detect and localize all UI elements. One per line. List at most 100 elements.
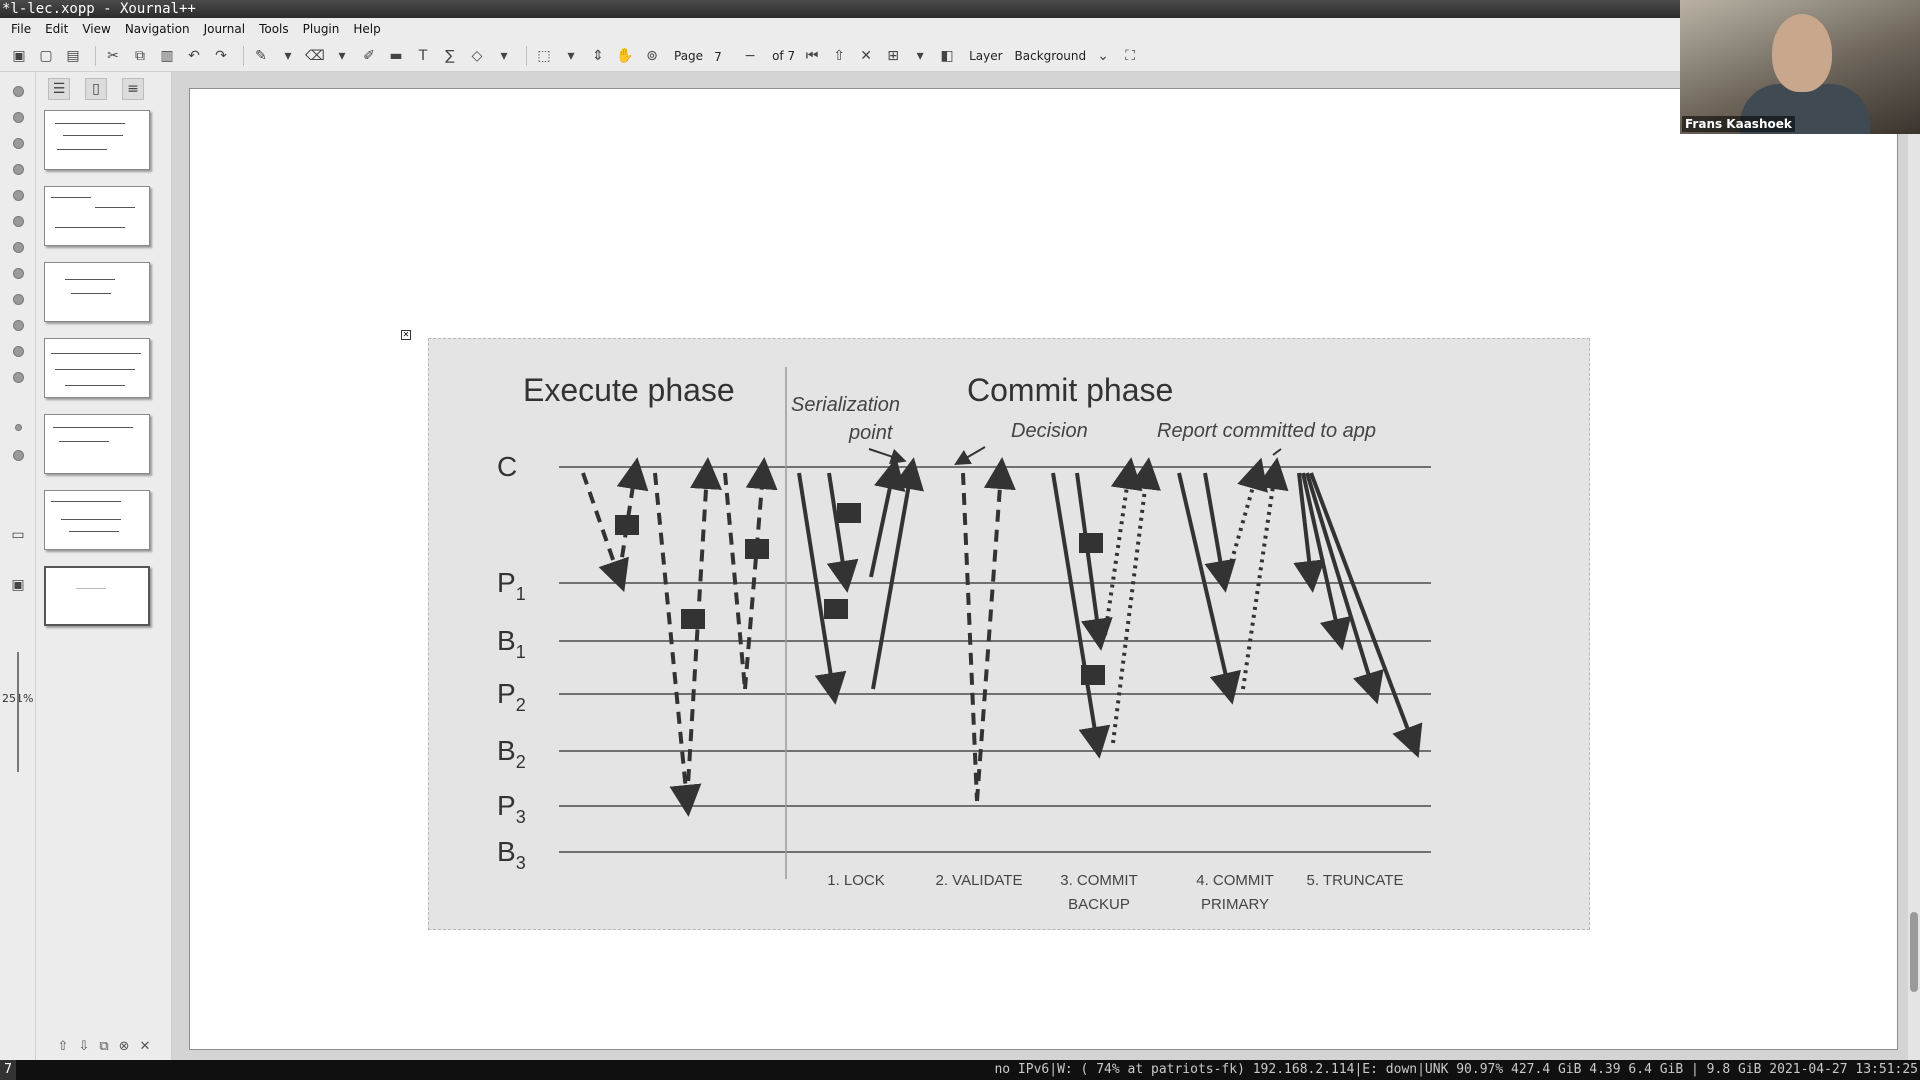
shape-recognizer-icon[interactable]: ◇ bbox=[471, 47, 483, 64]
menu-view[interactable]: View bbox=[82, 22, 111, 36]
menu-file[interactable]: File bbox=[11, 22, 32, 36]
cut-icon[interactable]: ✂ bbox=[107, 47, 119, 64]
sidebar-pages-icon[interactable]: ▯ bbox=[85, 78, 107, 100]
menu-plugin[interactable]: Plugin bbox=[302, 22, 340, 36]
previous-page-icon[interactable]: ⇧ bbox=[833, 47, 845, 64]
page-minus-icon[interactable]: − bbox=[744, 47, 756, 64]
select-rect-icon[interactable]: ⬚ bbox=[537, 47, 551, 64]
layout-icon[interactable]: ▣ bbox=[11, 577, 25, 593]
menu-help[interactable]: Help bbox=[353, 22, 381, 36]
page-thumbnail-current[interactable] bbox=[44, 566, 150, 626]
step-label-commit-primary: 4. COMMIT bbox=[1196, 872, 1274, 889]
first-page-icon[interactable]: ⏮ bbox=[805, 47, 819, 64]
layer-select[interactable]: Background bbox=[1014, 48, 1087, 63]
page-thumbnail[interactable] bbox=[44, 262, 150, 322]
menu-journal[interactable]: Journal bbox=[203, 22, 246, 36]
highlighter-icon[interactable]: ✐ bbox=[363, 47, 375, 64]
system-statusbar: 7 no IPv6|W: ( 74% at patriots-fk) 192.1… bbox=[0, 1060, 1920, 1080]
step-label-commit-primary-line2: PRIMARY bbox=[1201, 896, 1269, 913]
color-dot-icon[interactable] bbox=[13, 320, 24, 331]
decision-annotation: Decision bbox=[1011, 420, 1088, 442]
color-dot-icon[interactable] bbox=[13, 86, 24, 97]
row-label: B3 bbox=[497, 836, 526, 873]
vertical-scrollbar[interactable] bbox=[1908, 72, 1920, 1060]
page-thumbnail[interactable] bbox=[44, 338, 150, 398]
delete-page-icon[interactable]: ⊗ bbox=[118, 1039, 130, 1054]
row-label: B1 bbox=[497, 625, 526, 662]
scrollbar-thumb[interactable] bbox=[1910, 912, 1918, 992]
report-annotation: Report committed to app bbox=[1157, 420, 1376, 442]
page-sidebar: ☰ ▯ ≡ ⇧ ⇩ ⧉ ⊗ ✕ bbox=[36, 72, 172, 1060]
move-page-up-icon[interactable]: ⇧ bbox=[57, 1039, 69, 1054]
color-dot-icon[interactable] bbox=[13, 372, 24, 383]
tool-strip: ▭ ▣ 251% bbox=[0, 72, 36, 1060]
paste-icon[interactable]: ▥ bbox=[160, 47, 174, 64]
main-toolbar: ▣ ▢ ▤ ✂ ⧉ ▥ ↶ ↷ ✎ ▾ ⌫ ▾ ✐ ▬ T ∑ ◇ ▾ ⬚ ▾ … bbox=[0, 40, 1920, 72]
window-title: *l-lec.xopp - Xournal++ bbox=[0, 0, 1920, 18]
workspace-indicator[interactable]: 7 bbox=[0, 1060, 16, 1080]
insert-page-icon[interactable]: ⊞ bbox=[887, 47, 899, 64]
delete-page-icon[interactable]: ✕ bbox=[860, 47, 872, 64]
copy-page-icon[interactable]: ⧉ bbox=[99, 1039, 109, 1054]
menu-navigation[interactable]: Navigation bbox=[124, 22, 190, 36]
size-dot-icon[interactable] bbox=[15, 424, 22, 431]
color-dot-icon[interactable] bbox=[13, 294, 24, 305]
default-tool-icon[interactable]: ⊚ bbox=[646, 47, 658, 64]
page-number-field[interactable]: 7 bbox=[714, 49, 722, 64]
sidebar-list-icon[interactable]: ☰ bbox=[48, 78, 70, 100]
row-label: P1 bbox=[497, 567, 526, 604]
execute-phase-title: Execute phase bbox=[523, 372, 735, 408]
menu-tools[interactable]: Tools bbox=[259, 22, 289, 36]
serialization-annotation-line2: point bbox=[848, 422, 894, 444]
hand-icon[interactable]: ✋ bbox=[616, 47, 634, 64]
new-icon[interactable]: ▢ bbox=[39, 47, 53, 64]
select-chevron-down-icon[interactable]: ▾ bbox=[567, 47, 575, 64]
toolbar-separator bbox=[95, 45, 96, 66]
fullscreen-icon[interactable]: ⛶ bbox=[1125, 47, 1136, 64]
sidebar-layers-icon[interactable]: ≡ bbox=[122, 78, 144, 100]
eraser-options-chevron-down-icon[interactable]: ▾ bbox=[338, 47, 346, 64]
selection-handle-icon[interactable]: ✕ bbox=[401, 330, 411, 340]
color-dot-icon[interactable] bbox=[13, 164, 24, 175]
move-page-down-icon[interactable]: ⇩ bbox=[78, 1039, 90, 1054]
shape-chevron-down-icon[interactable]: ▾ bbox=[500, 47, 508, 64]
presenter-face bbox=[1772, 14, 1832, 92]
zoom-slider[interactable] bbox=[17, 652, 19, 772]
image-tool-icon[interactable]: ▬ bbox=[389, 47, 403, 64]
page-thumbnail[interactable] bbox=[44, 490, 150, 550]
page-thumbnail[interactable] bbox=[44, 414, 150, 474]
open-icon[interactable]: ▤ bbox=[66, 47, 80, 64]
vertical-space-icon[interactable]: ⇕ bbox=[592, 47, 604, 64]
color-dot-icon[interactable] bbox=[13, 216, 24, 227]
save-icon[interactable]: ▣ bbox=[12, 47, 26, 64]
redo-icon[interactable]: ↷ bbox=[215, 47, 227, 64]
status-text: no IPv6|W: ( 74% at patriots-fk) 192.168… bbox=[994, 1062, 1918, 1077]
math-tex-icon[interactable]: ∑ bbox=[445, 47, 455, 64]
copy-icon[interactable]: ⧉ bbox=[135, 47, 145, 64]
layer-label: Layer bbox=[969, 48, 1003, 63]
color-dot-icon[interactable] bbox=[13, 346, 24, 357]
menu-edit[interactable]: Edit bbox=[45, 22, 69, 36]
color-dot-icon[interactable] bbox=[13, 138, 24, 149]
webcam-overlay: Frans Kaashoek bbox=[1680, 0, 1920, 134]
row-label: B2 bbox=[497, 735, 526, 772]
layer-visibility-icon[interactable]: ◧ bbox=[940, 47, 954, 64]
insert-chevron-down-icon[interactable]: ▾ bbox=[916, 47, 924, 64]
color-dot-icon[interactable] bbox=[13, 112, 24, 123]
presentation-icon[interactable]: ▭ bbox=[11, 527, 25, 543]
pen-options-chevron-down-icon[interactable]: ▾ bbox=[284, 47, 292, 64]
close-sidebar-icon[interactable]: ✕ bbox=[139, 1039, 151, 1054]
text-tool-icon[interactable]: T bbox=[418, 47, 428, 64]
eraser-icon[interactable]: ⌫ bbox=[305, 47, 325, 64]
pen-icon[interactable]: ✎ bbox=[255, 47, 267, 64]
size-dot-icon[interactable] bbox=[13, 450, 24, 461]
layer-chevron-down-icon[interactable]: ⌄ bbox=[1097, 47, 1109, 64]
presenter-name: Frans Kaashoek bbox=[1682, 116, 1795, 132]
page-thumbnail[interactable] bbox=[44, 186, 150, 246]
color-dot-icon[interactable] bbox=[13, 190, 24, 201]
color-dot-icon[interactable] bbox=[13, 268, 24, 279]
undo-icon[interactable]: ↶ bbox=[188, 47, 200, 64]
color-dot-icon[interactable] bbox=[13, 242, 24, 253]
slide-image: Execute phase Commit phase Serialization… bbox=[428, 338, 1590, 930]
page-thumbnail[interactable] bbox=[44, 110, 150, 170]
